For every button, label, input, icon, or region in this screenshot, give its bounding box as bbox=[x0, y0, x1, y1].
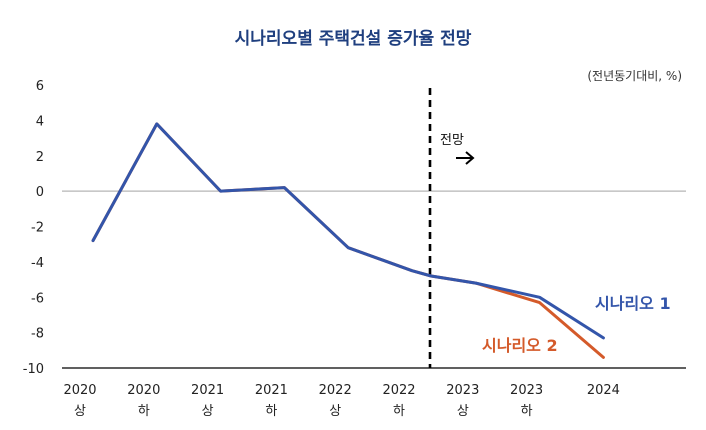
x-tick-year: 2022 bbox=[319, 383, 352, 398]
y-tick-label: -10 bbox=[23, 362, 44, 377]
x-tick-year: 2021 bbox=[255, 383, 288, 398]
x-axis: 2020 상 2020 하 2021 상 2021 하 2022 상 2022 하 2023 상 2023 하… bbox=[63, 383, 619, 419]
y-tick-label: 4 bbox=[36, 114, 44, 129]
zero-line bbox=[62, 190, 686, 369]
series-line bbox=[91, 122, 605, 359]
x-tick-half: 상 bbox=[457, 404, 469, 419]
x-tick-half: 상 bbox=[329, 404, 341, 419]
y-tick-label: -8 bbox=[31, 327, 44, 342]
y-tick-label: 0 bbox=[36, 185, 44, 200]
x-tick-year: 2023 bbox=[446, 383, 479, 398]
x-tick-year: 2022 bbox=[382, 383, 415, 398]
x-tick-half: 하 bbox=[265, 404, 277, 419]
forecast-label: 전망 bbox=[440, 133, 464, 148]
x-tick-year: 2021 bbox=[191, 383, 224, 398]
x-tick-half: 상 bbox=[202, 404, 214, 419]
x-tick-year: 2020 bbox=[63, 383, 96, 398]
unit-label: (전년동기대비, %) bbox=[587, 69, 682, 83]
series-label: 시나리오 2 bbox=[482, 336, 558, 355]
x-tick-year: 2020 bbox=[127, 383, 160, 398]
series-labels: 시나리오 1 시나리오 2 bbox=[482, 294, 671, 355]
y-tick-label: -2 bbox=[31, 221, 44, 236]
x-tick-year: 2024 bbox=[587, 383, 620, 398]
y-tick-label: -6 bbox=[31, 291, 44, 306]
series-label: 시나리오 1 bbox=[595, 294, 671, 313]
x-tick-half: 하 bbox=[138, 404, 150, 419]
y-tick-label: -4 bbox=[31, 256, 44, 271]
series-line bbox=[91, 122, 605, 340]
x-tick-half: 상 bbox=[74, 404, 86, 419]
y-tick-label: 2 bbox=[36, 150, 44, 165]
x-tick-year: 2023 bbox=[510, 383, 543, 398]
forecast-arrow-head bbox=[465, 151, 475, 165]
chart-title: 시나리오별 주택건설 증가율 전망 bbox=[235, 29, 472, 49]
series-lines bbox=[91, 122, 605, 359]
y-axis: 6 4 2 0 -2 -4 -6 -8 -10 bbox=[23, 79, 44, 377]
x-tick-half: 하 bbox=[521, 404, 533, 419]
x-tick-half: 하 bbox=[393, 404, 405, 419]
forecast-marker: 전망 bbox=[428, 88, 475, 368]
y-tick-label: 6 bbox=[36, 79, 44, 94]
